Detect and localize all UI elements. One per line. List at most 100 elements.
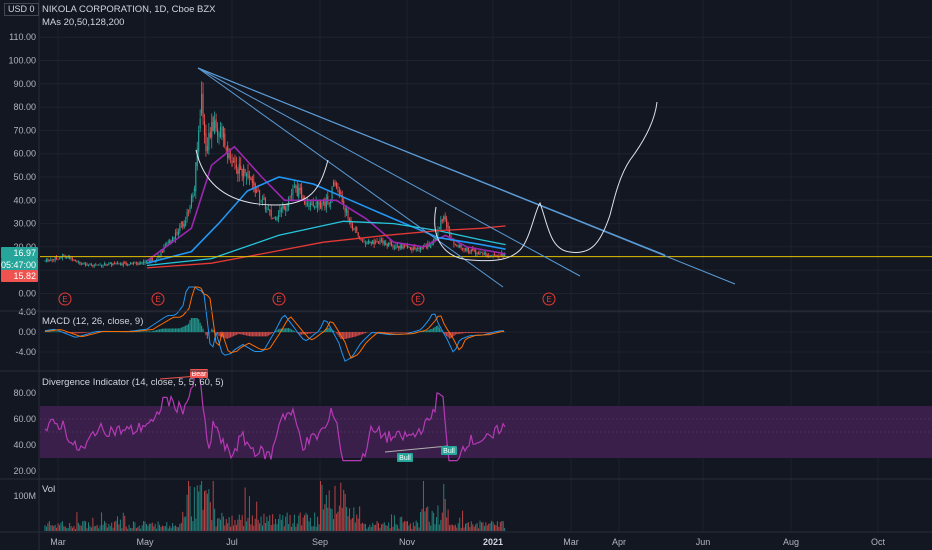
volume-bar — [153, 526, 155, 531]
volume-bar — [173, 526, 175, 531]
volume-bar — [48, 521, 50, 531]
candle-body — [244, 168, 246, 174]
candle-body — [389, 243, 391, 245]
volume-bar — [476, 523, 478, 531]
volume-bar — [460, 527, 462, 531]
volume-bar — [341, 507, 343, 531]
volume-bar — [241, 515, 243, 531]
volume-bar — [502, 521, 504, 531]
candle-body — [472, 248, 474, 251]
volume-bar — [135, 528, 137, 531]
volume-bar — [66, 528, 68, 531]
signal-line — [44, 286, 505, 359]
volume-bar — [444, 498, 446, 531]
macd-histogram-bar — [144, 331, 146, 333]
candle-body — [319, 199, 322, 208]
macd-title[interactable]: MACD (12, 26, close, 9) — [42, 316, 144, 327]
volume-bar — [473, 526, 475, 531]
countdown-badge-bg — [1, 259, 38, 271]
macd-histogram-bar — [51, 331, 53, 333]
volume-bar — [175, 525, 176, 531]
macd-histogram-bar — [289, 328, 291, 333]
macd-histogram-bar — [71, 332, 74, 334]
macd-histogram-bar — [425, 330, 427, 333]
candle-body — [53, 259, 55, 261]
volume-bar — [186, 494, 188, 531]
candle-body — [269, 209, 271, 211]
macd-histogram-bar — [488, 332, 490, 333]
macd-histogram-bar — [282, 328, 284, 333]
bull-label-1: Bull — [399, 455, 411, 462]
divergence-tick-label: 20.00 — [13, 466, 36, 476]
candle-body — [44, 260, 46, 262]
candle-body — [296, 185, 298, 196]
volume-title[interactable]: Vol — [42, 484, 56, 495]
price-tick-label: 70.00 — [13, 125, 36, 135]
macd-histogram-bar — [202, 328, 204, 333]
candle-body — [446, 218, 448, 227]
candle-body — [327, 195, 329, 202]
candle-body — [482, 253, 484, 255]
candle-body — [157, 256, 159, 259]
candle-body — [276, 217, 278, 221]
candle-body — [198, 130, 200, 152]
moving-averages-legend[interactable]: MAs 20,50,128,200 — [42, 17, 125, 28]
candle-body — [267, 208, 269, 210]
volume-bar — [73, 525, 75, 531]
candle-body — [462, 247, 464, 249]
candle-body — [260, 201, 262, 203]
candle-body — [492, 254, 494, 256]
volume-bar — [353, 507, 355, 531]
macd-histogram-bar — [467, 332, 469, 334]
macd-histogram-bar — [466, 332, 468, 334]
candle-body — [203, 121, 206, 136]
candle-body — [264, 198, 266, 210]
candle-body — [86, 264, 88, 266]
candle-body — [114, 263, 116, 264]
volume-bar — [427, 506, 429, 531]
candle-body — [488, 255, 490, 257]
volume-bar — [64, 526, 66, 531]
candle-body — [408, 246, 410, 248]
divergence-title[interactable]: Divergence Indicator (14, close, 5, 5, 6… — [42, 377, 224, 388]
candle-body — [202, 93, 204, 118]
volume-bar — [465, 523, 466, 531]
candle-body — [286, 204, 288, 207]
volume-bar — [59, 525, 60, 531]
volume-bar — [344, 493, 346, 531]
volume-bar — [141, 525, 143, 531]
volume-bar — [440, 519, 442, 531]
candle-body — [90, 263, 92, 265]
candle-body — [208, 133, 210, 151]
bull-label-1-bg — [397, 453, 413, 462]
macd-histogram-bar — [451, 332, 454, 338]
volume-bar — [151, 522, 153, 531]
macd-histogram-bar — [305, 332, 307, 335]
volume-bar — [188, 481, 190, 531]
candle-body — [334, 181, 336, 185]
volume-bar — [424, 511, 426, 531]
macd-histogram-bar — [395, 332, 397, 333]
volume-bar — [205, 490, 207, 531]
candle-body — [56, 256, 58, 259]
currency-selector[interactable]: USD 0 — [4, 3, 39, 16]
macd-histogram-bar — [392, 332, 394, 333]
macd-histogram-bar — [472, 332, 474, 333]
candle-body — [353, 228, 355, 230]
volume-bar — [378, 523, 379, 531]
candle-body — [160, 251, 162, 257]
volume-bar — [266, 516, 268, 531]
volume-bar — [118, 524, 120, 531]
macd-histogram-bar — [263, 332, 265, 337]
candle-body — [211, 122, 213, 138]
macd-histogram-bar — [462, 332, 464, 334]
macd-histogram-bar — [245, 332, 248, 336]
macd-histogram-bar — [388, 332, 390, 333]
volume-bar — [172, 523, 174, 531]
candle-body — [340, 191, 342, 195]
volume-bar — [202, 509, 204, 531]
macd-histogram-bar — [173, 328, 175, 333]
volume-bar — [285, 516, 287, 531]
volume-bar — [472, 524, 474, 531]
